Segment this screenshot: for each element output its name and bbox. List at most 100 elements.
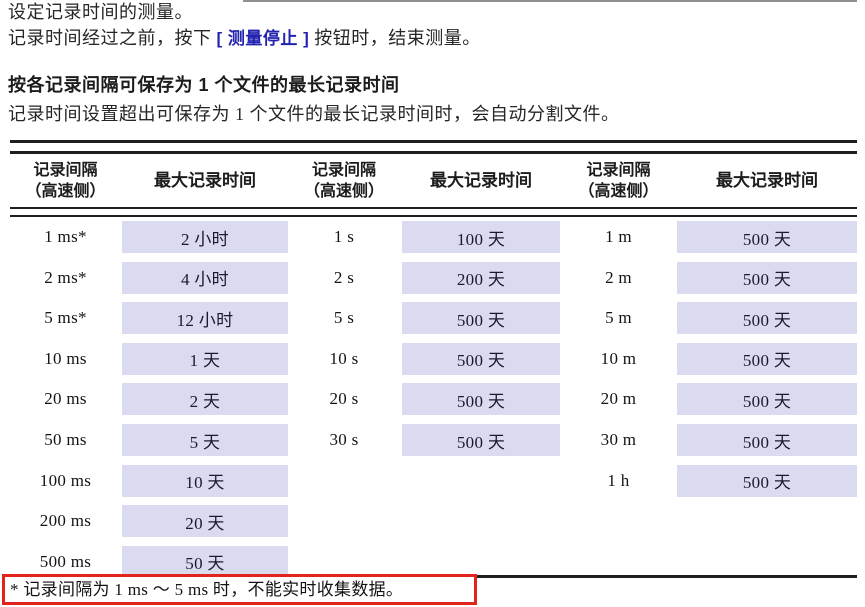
interval-cell: 1 ms*	[10, 217, 121, 258]
header-max-time-1: 最大记录时间	[122, 154, 288, 207]
interval-cell: 5 m	[561, 298, 676, 339]
header-max-time-3-label: 最大记录时间	[716, 171, 818, 190]
header-max-time-2: 最大记录时间	[402, 154, 560, 207]
max-time-value: 500 天	[677, 383, 857, 416]
max-time-cell: 500 天	[402, 379, 560, 420]
interval-value: 5 s	[333, 308, 355, 328]
max-time-cell: 12 小时	[122, 298, 288, 339]
max-time-column-2: 100 天 200 天 500 天 500 天 500 天 500 天	[402, 217, 560, 578]
max-time-cell: 1 天	[122, 339, 288, 380]
max-time-value: 100 天	[402, 221, 560, 254]
max-time-cell: 2 天	[122, 379, 288, 420]
interval-cell: 500 ms	[10, 541, 121, 582]
interval-value: 20 m	[600, 389, 637, 409]
interval-value: 5 ms*	[44, 308, 87, 328]
interval-value: 30 s	[329, 430, 359, 449]
max-time-value: 500 天	[402, 302, 560, 335]
interval-value: 50 ms	[44, 430, 87, 449]
interval-cell: 2 m	[561, 258, 676, 299]
max-time-cell: 5 天	[122, 420, 288, 461]
max-time-cell: 500 天	[677, 379, 857, 420]
table-header-row: 记录间隔 （高速侧） 最大记录时间 记录间隔 （高速侧） 最大记录时间 记录间隔…	[10, 154, 857, 207]
table-body: 1 ms* 2 ms* 5 ms* 10 ms 20 ms 50 ms 100 ms 200 …	[10, 217, 857, 578]
interval-cell: 2 s	[288, 258, 400, 299]
interval-cell: 20 ms	[10, 379, 121, 420]
header-interval-3: 记录间隔 （高速侧）	[561, 154, 676, 207]
max-time-value: 500 天	[677, 464, 857, 497]
header-max-time-1-label: 最大记录时间	[154, 171, 256, 190]
section-description: 记录时间设置超出可保存为 1 个文件的最长记录时间时，会自动分割文件。	[8, 104, 620, 124]
max-time-cell: 500 天	[677, 298, 857, 339]
interval-cell: 1 h	[561, 460, 676, 501]
interval-cell: 1 m	[561, 217, 676, 258]
header-interval-1-line1: 记录间隔	[33, 161, 98, 179]
max-time-value: 500 天	[402, 383, 560, 416]
interval-cell: 100 ms	[10, 460, 121, 501]
max-time-value: 500 天	[677, 424, 857, 456]
intro-line-1: 设定记录时间的测量。	[8, 2, 193, 22]
interval-column-1: 1 ms* 2 ms* 5 ms* 10 ms 20 ms 50 ms 100 ms 200 …	[10, 217, 121, 578]
interval-value: 100 ms	[39, 470, 92, 490]
max-time-cell: 500 天	[677, 217, 857, 258]
max-time-cell: 500 天	[402, 420, 560, 461]
max-time-cell: 10 天	[122, 460, 288, 501]
max-time-column-1: 2 小时 4 小时 12 小时 1 天 2 天 5 天 10 天 20 天 50 天	[122, 217, 288, 578]
interval-cell: 30 s	[288, 420, 400, 461]
interval-cell: 10 m	[561, 339, 676, 380]
max-time-value: 50 天	[122, 545, 288, 578]
footnote-highlight-box: * 记录间隔为 1 ms ～ 5 ms 时，不能实时收集数据。	[2, 574, 477, 605]
max-time-cell: 200 天	[402, 258, 560, 299]
intro-line-2: 记录时间经过之前，按下 [ 测量停止 ] 按钮时，结束测量。	[8, 27, 481, 50]
measure-stop-button-ref: [ 测量停止 ]	[216, 29, 310, 48]
intro-line-2-pre: 记录时间经过之前，按下	[8, 28, 217, 48]
max-time-value: 500 天	[402, 342, 560, 375]
max-time-cell: 2 小时	[122, 217, 288, 258]
max-time-value: 500 天	[402, 424, 560, 456]
interval-value: 20 s	[329, 389, 359, 409]
max-time-value: 500 天	[677, 261, 857, 294]
interval-cell: 20 s	[288, 379, 400, 420]
header-interval-3-line1: 记录间隔	[586, 161, 651, 179]
max-recording-time-table: 记录间隔 （高速侧） 最大记录时间 记录间隔 （高速侧） 最大记录时间 记录间隔…	[10, 140, 857, 578]
table-header-divider	[10, 207, 857, 217]
interval-value: 30 m	[600, 430, 637, 449]
section-heading: 按各记录间隔可保存为 1 个文件的最长记录时间	[8, 75, 400, 95]
interval-value: 1 ms*	[44, 227, 87, 247]
max-time-value: 500 天	[677, 342, 857, 375]
max-time-value: 12 小时	[122, 302, 288, 335]
max-time-value: 4 小时	[122, 261, 288, 294]
interval-cell: 200 ms	[10, 501, 121, 542]
header-interval-2: 记录间隔 （高速侧）	[288, 154, 400, 207]
max-time-value: 500 天	[677, 302, 857, 335]
interval-cell: 20 m	[561, 379, 676, 420]
max-time-cell: 500 天	[402, 298, 560, 339]
max-time-value: 2 天	[122, 383, 288, 416]
interval-cell: 5 s	[288, 298, 400, 339]
interval-value: 10 ms	[44, 348, 87, 368]
max-time-cell: 500 天	[677, 339, 857, 380]
interval-value: 5 m	[605, 308, 632, 328]
interval-value: 1 h	[607, 470, 630, 490]
interval-cell: 5 ms*	[10, 298, 121, 339]
header-interval-3-line2: （高速侧）	[578, 182, 659, 200]
interval-value: 500 ms	[39, 551, 92, 571]
interval-cell: 10 s	[288, 339, 400, 380]
interval-value: 1 s	[333, 227, 355, 247]
max-time-cell: 500 天	[677, 460, 857, 501]
table-top-border	[10, 140, 857, 154]
max-time-column-3: 500 天 500 天 500 天 500 天 500 天 500 天 500 天	[677, 217, 857, 578]
interval-value: 2 s	[333, 267, 355, 287]
header-interval-1: 记录间隔 （高速侧）	[10, 154, 121, 207]
interval-value: 20 ms	[44, 389, 87, 409]
max-time-cell: 20 天	[122, 501, 288, 542]
max-time-value: 500 天	[677, 221, 857, 254]
interval-cell: 1 s	[288, 217, 400, 258]
header-interval-2-line2: （高速侧）	[303, 182, 384, 200]
max-time-value: 20 天	[122, 505, 288, 538]
max-time-cell: 4 小时	[122, 258, 288, 299]
top-crop-line	[243, 0, 857, 2]
header-interval-1-line2: （高速侧）	[25, 182, 106, 200]
max-time-value: 5 天	[122, 424, 288, 456]
max-time-cell: 100 天	[402, 217, 560, 258]
